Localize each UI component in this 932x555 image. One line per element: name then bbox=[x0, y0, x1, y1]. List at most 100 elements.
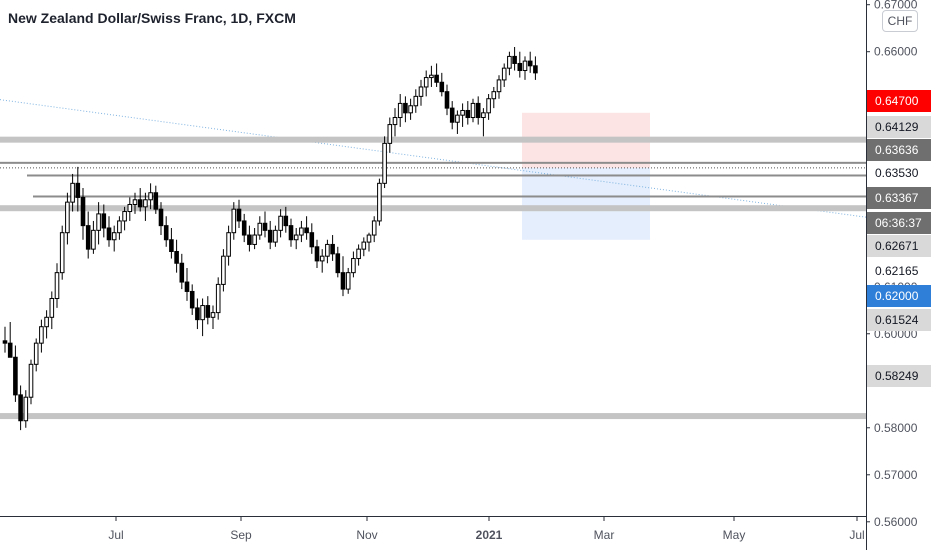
candle-body bbox=[429, 74, 434, 79]
price-badge-label: 0.63367 bbox=[875, 191, 919, 205]
candle bbox=[470, 98, 476, 123]
price-badge-box bbox=[867, 162, 931, 184]
price-badge: 0.58249 bbox=[867, 365, 931, 387]
candle-body bbox=[444, 91, 450, 109]
candle-body bbox=[533, 65, 538, 74]
candle-body bbox=[80, 196, 86, 227]
support-resistance-band-3 bbox=[0, 413, 866, 420]
candle bbox=[460, 103, 465, 127]
candle-body bbox=[449, 107, 455, 123]
candle-body bbox=[481, 112, 486, 119]
candle-body bbox=[408, 105, 413, 114]
currency-badge[interactable]: CHF bbox=[882, 10, 918, 32]
price-badge-box bbox=[867, 139, 931, 161]
candle bbox=[309, 223, 315, 254]
candle-body bbox=[231, 208, 237, 234]
candle-body bbox=[299, 227, 304, 236]
candle-body bbox=[44, 316, 49, 328]
level-line-3 bbox=[33, 195, 866, 198]
candle bbox=[475, 96, 481, 125]
candle-body bbox=[283, 215, 289, 227]
candle bbox=[522, 56, 528, 80]
candle-body bbox=[158, 208, 164, 227]
candle bbox=[397, 94, 403, 127]
price-badge-label: 06:36:37 bbox=[875, 216, 922, 230]
price-badge-box bbox=[867, 212, 931, 234]
price-badge: 0.63636 bbox=[867, 139, 931, 161]
candle-body bbox=[153, 192, 159, 210]
candle bbox=[179, 253, 185, 290]
candle bbox=[101, 204, 107, 238]
candle bbox=[501, 63, 507, 87]
candle bbox=[28, 359, 34, 405]
candle bbox=[403, 96, 408, 123]
candle bbox=[496, 75, 502, 99]
chart-title: New Zealand Dollar/Swiss Franc, 1D, FXCM bbox=[8, 10, 296, 26]
candle-body bbox=[179, 262, 185, 283]
candle-body bbox=[143, 199, 148, 208]
time-axis-background bbox=[0, 516, 866, 550]
candle bbox=[361, 237, 367, 257]
candle bbox=[189, 284, 195, 315]
candle-body bbox=[163, 225, 169, 241]
candle-body bbox=[111, 232, 117, 241]
candle bbox=[205, 296, 211, 325]
candle bbox=[527, 51, 533, 73]
candle-body bbox=[351, 258, 356, 274]
candle bbox=[13, 345, 18, 402]
candle-body bbox=[2, 340, 8, 344]
price-badge-label: 0.62671 bbox=[875, 239, 919, 253]
time-axis[interactable]: Jul Sep Nov 2021 Mar May Jul bbox=[0, 516, 866, 550]
candle bbox=[59, 225, 65, 280]
candle bbox=[221, 249, 226, 292]
candle-body bbox=[439, 81, 445, 93]
candle bbox=[314, 239, 320, 268]
time-tick-label: Nov bbox=[356, 528, 377, 542]
price-badge: 0.63530 bbox=[867, 162, 931, 184]
candle bbox=[18, 385, 23, 431]
candle-body bbox=[418, 86, 424, 97]
candle-body bbox=[7, 342, 13, 358]
candle-body bbox=[382, 142, 387, 184]
candle-body bbox=[247, 234, 252, 245]
price-badge-label: 0.63530 bbox=[875, 166, 919, 180]
candle bbox=[96, 202, 101, 245]
price-badge-box bbox=[867, 116, 931, 138]
candle-body bbox=[371, 220, 377, 236]
candle bbox=[184, 267, 190, 301]
candle-body bbox=[434, 74, 439, 83]
candle bbox=[408, 98, 413, 120]
candle-body bbox=[117, 220, 122, 234]
candle bbox=[210, 305, 216, 330]
candle bbox=[231, 202, 237, 240]
candle bbox=[153, 185, 159, 214]
candle-body bbox=[174, 250, 179, 264]
candle bbox=[351, 251, 356, 278]
candle bbox=[278, 209, 283, 238]
candle bbox=[418, 79, 424, 106]
candle-body bbox=[13, 356, 18, 396]
price-badges: 0.64700 0.64129 0.63636 0.63530 0.63367 06:36… bbox=[867, 90, 931, 387]
level-line-2 bbox=[27, 174, 866, 177]
price-badge-box bbox=[867, 187, 931, 209]
price-badge-box bbox=[867, 285, 931, 307]
candle bbox=[325, 239, 330, 264]
candle bbox=[215, 277, 221, 320]
price-tick-label: 0.67000 bbox=[874, 0, 918, 12]
time-tick-label: May bbox=[723, 528, 746, 542]
candle-body bbox=[309, 232, 315, 248]
price-badge-box bbox=[867, 90, 931, 112]
candle-body bbox=[184, 281, 190, 292]
time-tick-label: Jul bbox=[108, 528, 123, 542]
candle bbox=[117, 216, 122, 240]
candle bbox=[143, 192, 148, 221]
support-resistance-band-2 bbox=[0, 205, 866, 212]
candle bbox=[486, 94, 491, 120]
candle bbox=[23, 390, 29, 428]
candle bbox=[455, 110, 460, 134]
candle-body bbox=[304, 227, 309, 234]
candle-body bbox=[423, 77, 429, 88]
candle bbox=[288, 218, 294, 247]
